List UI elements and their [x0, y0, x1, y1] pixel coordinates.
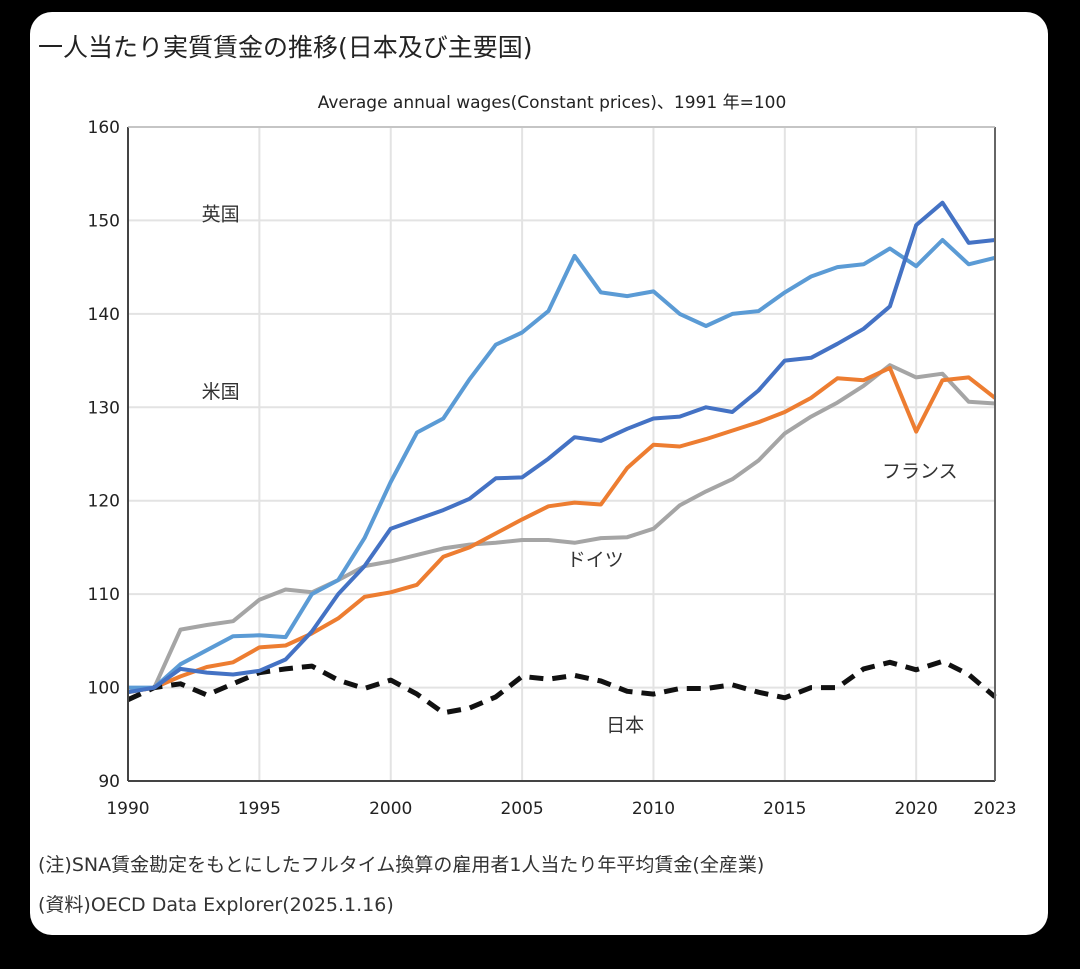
- x-tick-label: 2015: [763, 799, 806, 819]
- y-tick-label: 130: [88, 398, 120, 418]
- series-line: [127, 363, 996, 695]
- footnote: (注)SNA賃金勘定をもとにしたフルタイム換算の雇用者1人当たり年平均賃金(全産…: [38, 854, 765, 876]
- chart-subtitle: Average annual wages(Constant prices)、19…: [318, 93, 787, 113]
- axes: 90 100 110 120 130 140 150 160 1990 1995 2000 2005 2…: [88, 118, 1017, 819]
- series-label: フランス: [882, 460, 958, 482]
- chart-title: 一人当たり実質賃金の推移(日本及び主要国): [38, 33, 533, 62]
- grid: [128, 126, 995, 782]
- series-label: 米国: [202, 381, 240, 403]
- y-tick-label: 140: [88, 305, 120, 325]
- x-tick-label: 2000: [369, 799, 412, 819]
- y-tick-label: 120: [88, 492, 120, 512]
- series-line: [127, 200, 996, 695]
- x-tick-label: 2010: [632, 799, 675, 819]
- y-tick-label: 100: [88, 679, 120, 699]
- series-label: ドイツ: [567, 549, 624, 571]
- series-lines: [126, 200, 997, 716]
- series-label: 英国: [202, 203, 240, 225]
- x-tick-label: 2020: [895, 799, 938, 819]
- x-tick-label: 2023: [973, 799, 1016, 819]
- x-tick-label: 1995: [238, 799, 281, 819]
- series-line: [128, 238, 996, 690]
- series-line: [127, 366, 997, 695]
- source-note: (資料)OECD Data Explorer(2025.1.16): [38, 894, 394, 916]
- y-tick-label: 110: [88, 585, 120, 605]
- x-tick-label: 2005: [500, 799, 543, 819]
- y-tick-label: 90: [98, 772, 120, 792]
- series-label: 日本: [606, 714, 644, 736]
- x-tick-label: 1990: [106, 799, 149, 819]
- y-tick-label: 160: [88, 118, 120, 138]
- y-tick-label: 150: [88, 211, 120, 231]
- series-line: [126, 658, 997, 716]
